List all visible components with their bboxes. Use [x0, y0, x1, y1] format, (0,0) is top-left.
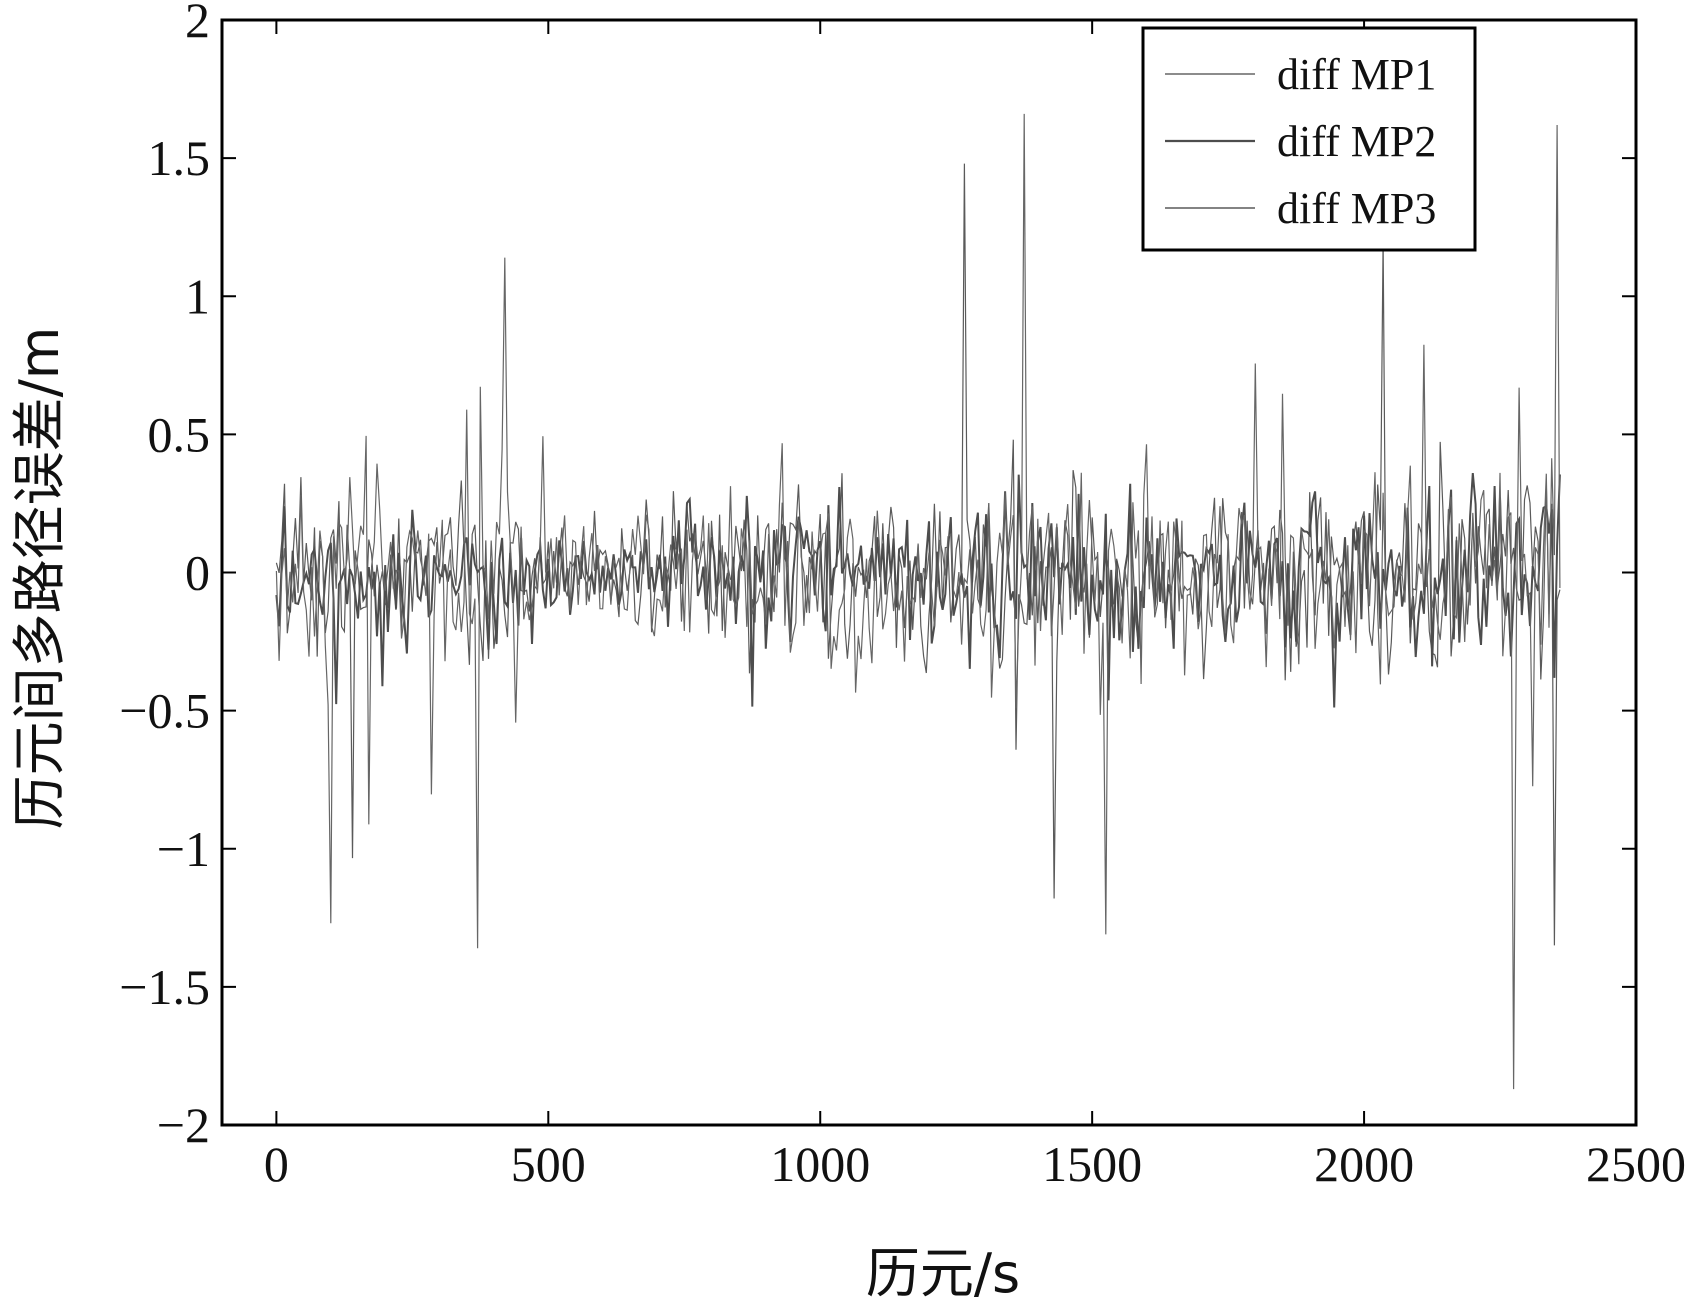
- axes: 0 500 1000 1500 2000 2500 −2 −1.5 −1 −0.5 0 0.5 1 1.5…: [119, 0, 1686, 1192]
- y-tick-label: −0.5: [119, 683, 210, 739]
- y-tick-label: 1: [185, 268, 210, 324]
- x-tick-label: 1500: [1042, 1136, 1142, 1192]
- x-tick-label: 1000: [770, 1136, 870, 1192]
- series-line-diff-mp1: [275, 113, 1561, 1090]
- plot-area: [275, 113, 1561, 1090]
- x-tick-label: 500: [511, 1136, 586, 1192]
- y-tick-label: −2: [157, 1097, 210, 1153]
- legend-label: diff MP1: [1277, 50, 1436, 99]
- y-tick-label: 0.5: [148, 406, 211, 462]
- legend-label: diff MP3: [1277, 184, 1436, 233]
- y-tick-label: 0: [185, 545, 210, 601]
- y-tick-label: 1.5: [148, 130, 211, 186]
- series-line-diff-mp2: [275, 473, 1561, 708]
- legend: diff MP1 diff MP2 diff MP3: [1141, 26, 1477, 252]
- x-tick-label: 2000: [1314, 1136, 1414, 1192]
- y-tick-label: −1: [157, 821, 210, 877]
- x-tick-label: 0: [264, 1136, 289, 1192]
- legend-label: diff MP2: [1277, 117, 1436, 166]
- x-axis-title: 历元/s: [866, 1242, 1020, 1300]
- x-tick-label: 2500: [1586, 1136, 1686, 1192]
- y-tick-label: −1.5: [119, 959, 210, 1015]
- legend-box: [1141, 26, 1477, 252]
- y-axis-title: 历元间多路径误差/m: [8, 327, 71, 830]
- y-tick-label: 2: [185, 0, 210, 48]
